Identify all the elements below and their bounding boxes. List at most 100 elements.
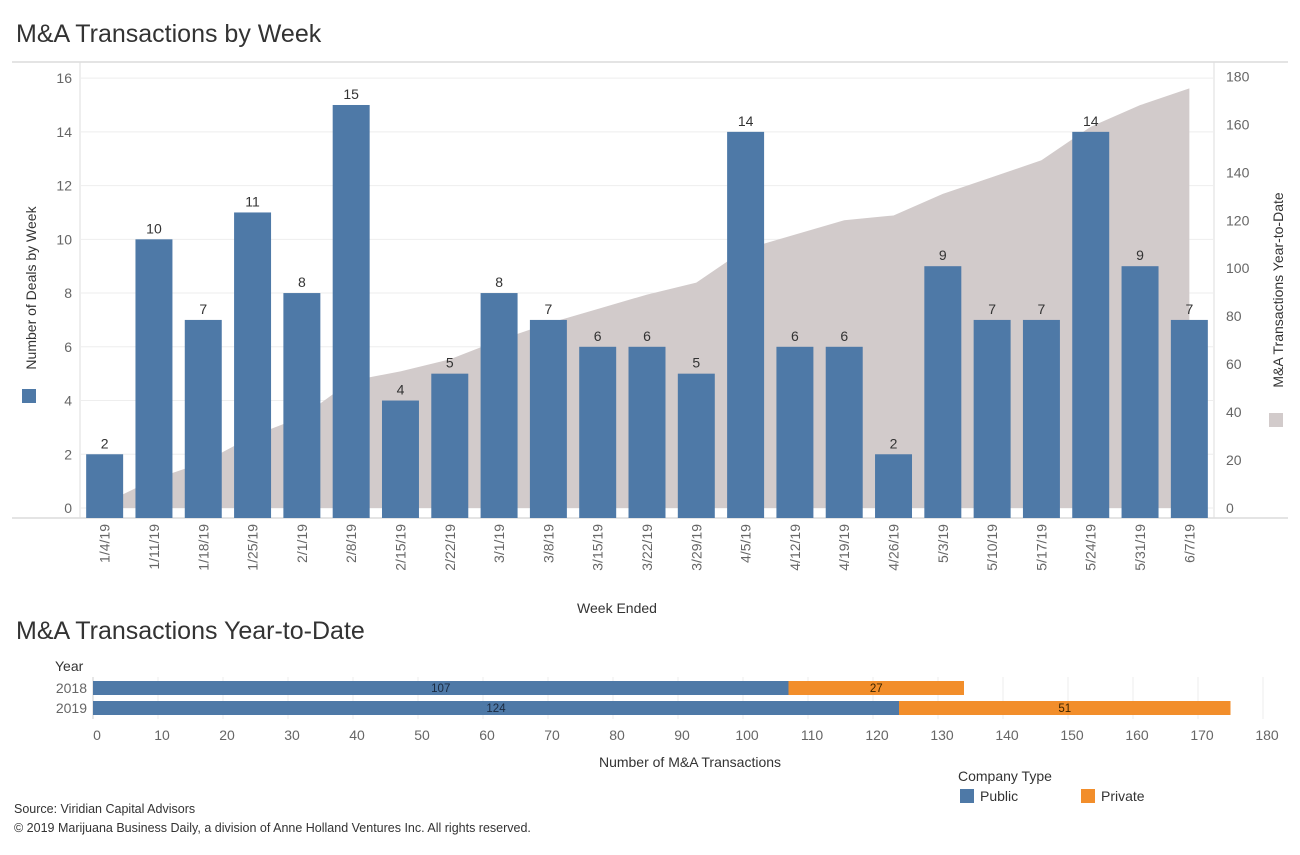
bar-value-label: 5 (692, 355, 700, 371)
ytd-bar-value-label: 51 (1058, 703, 1071, 715)
y-tick-label: 10 (56, 231, 72, 247)
y-tick-label: 4 (64, 393, 72, 409)
weekly-bar (1121, 266, 1159, 518)
bar-value-label: 15 (343, 86, 359, 102)
year-axis-title: Year (55, 658, 84, 674)
x-tick-label: 5/24/19 (1083, 524, 1099, 571)
x-tick-label: 5/10/19 (984, 524, 1000, 571)
y2-tick-label: 80 (1226, 308, 1242, 324)
bar-value-label: 8 (298, 274, 306, 290)
weekly-bar (86, 454, 124, 518)
x-tick-label: 3/22/19 (639, 524, 655, 571)
weekly-bar (480, 293, 518, 518)
weekly-bar (1170, 319, 1208, 518)
bar-value-label: 8 (495, 274, 503, 290)
x-tick-label: 1/11/19 (146, 524, 162, 570)
weekly-chart-title: M&A Transactions by Week (16, 20, 322, 48)
y-tick-label: 0 (64, 500, 72, 516)
x-tick-label: 2/1/19 (294, 524, 310, 563)
weekly-bar (135, 239, 173, 518)
weekly-bar (1022, 319, 1060, 518)
x-tick-label: 130 (930, 727, 954, 743)
x-tick-label: 6/7/19 (1181, 524, 1197, 563)
source-note: Source: Viridian Capital Advisors (14, 802, 196, 816)
x-tick-label: 5/31/19 (1132, 524, 1148, 571)
x-tick-label: 10 (154, 727, 170, 743)
weekly-bar (973, 319, 1011, 518)
x-tick-label: 3/15/19 (590, 524, 606, 571)
legend-label-public: Public (980, 788, 1019, 804)
weekly-bar (579, 346, 617, 518)
x-tick-label: 150 (1060, 727, 1084, 743)
bar-value-label: 9 (939, 247, 947, 263)
x-tick-label: 160 (1125, 727, 1149, 743)
legend-title: Company Type (958, 768, 1052, 784)
y2-axis-title: M&A Transactions Year-to-Date (1270, 192, 1286, 388)
x-tick-label: 100 (735, 727, 759, 743)
bar-value-label: 9 (1136, 247, 1144, 263)
weekly-bar (677, 373, 715, 518)
ytd-bar-value-label: 27 (870, 683, 883, 695)
weekly-bar (381, 400, 419, 518)
weekly-bar (875, 454, 913, 518)
ytd-bar-public (93, 681, 789, 695)
bar-value-label: 10 (146, 220, 162, 236)
y2-tick-label: 20 (1226, 452, 1242, 468)
x-tick-label: 60 (479, 727, 495, 743)
bar-value-label: 6 (643, 328, 651, 344)
legend-swatch-public (960, 789, 974, 803)
x-tick-label: 120 (865, 727, 889, 743)
weekly-bar (924, 266, 962, 518)
y-tick-label: 8 (64, 285, 72, 301)
x-tick-label: 1/18/19 (195, 524, 211, 571)
ytd-bar-value-label: 107 (431, 683, 450, 695)
x-tick-label: 3/8/19 (540, 524, 556, 563)
x-tick-label: 170 (1190, 727, 1214, 743)
y2-axis-legend-swatch (1269, 413, 1283, 427)
y2-tick-label: 140 (1226, 164, 1250, 180)
y2-tick-label: 40 (1226, 404, 1242, 420)
y2-tick-label: 180 (1226, 68, 1250, 84)
legend-swatch-private (1081, 789, 1095, 803)
x-tick-label: 1/25/19 (245, 524, 261, 571)
weekly-bar (283, 293, 321, 518)
ytd-bar-private (788, 681, 964, 695)
ytd-chart-title: M&A Transactions Year-to-Date (16, 617, 365, 645)
x-tick-label: 110 (801, 727, 824, 743)
x-tick-label: 2/8/19 (343, 524, 359, 563)
ytd-bar-value-label: 124 (486, 703, 506, 715)
bar-value-label: 7 (1185, 301, 1193, 317)
weekly-bar (431, 373, 469, 518)
y2-tick-label: 100 (1226, 260, 1250, 276)
y-axis-legend-swatch (22, 389, 36, 403)
bar-value-label: 7 (199, 301, 207, 317)
bar-value-label: 6 (791, 328, 799, 344)
weekly-bar (332, 104, 370, 519)
bar-value-label: 7 (988, 301, 996, 317)
bar-value-label: 6 (594, 328, 602, 344)
x-tick-label: 180 (1255, 727, 1279, 743)
x-tick-label: 1/4/19 (97, 524, 113, 563)
y-tick-label: 2 (64, 446, 72, 462)
x-tick-label: 50 (414, 727, 430, 743)
legend-item-public: Public (960, 788, 1018, 804)
y2-tick-label: 0 (1226, 500, 1234, 516)
year-label: 2019 (56, 700, 87, 716)
x-tick-label: 4/5/19 (738, 524, 754, 563)
ytd-area (104, 88, 1190, 508)
x-tick-label: 30 (284, 727, 300, 743)
x-axis-title: Week Ended (577, 600, 657, 616)
legend-item-private: Private (1081, 788, 1145, 804)
bar-value-label: 2 (101, 435, 109, 451)
x-tick-label: 70 (544, 727, 560, 743)
x-tick-label: 5/17/19 (1033, 524, 1049, 571)
x-tick-label: 3/29/19 (688, 524, 704, 571)
x-tick-label: 90 (674, 727, 690, 743)
x-tick-label: 40 (349, 727, 365, 743)
bar-value-label: 5 (446, 355, 454, 371)
x-tick-label: 5/3/19 (935, 524, 951, 563)
y-tick-label: 12 (56, 178, 72, 194)
y2-tick-label: 160 (1226, 116, 1250, 132)
y-axis-title: Number of Deals by Week (23, 205, 39, 369)
